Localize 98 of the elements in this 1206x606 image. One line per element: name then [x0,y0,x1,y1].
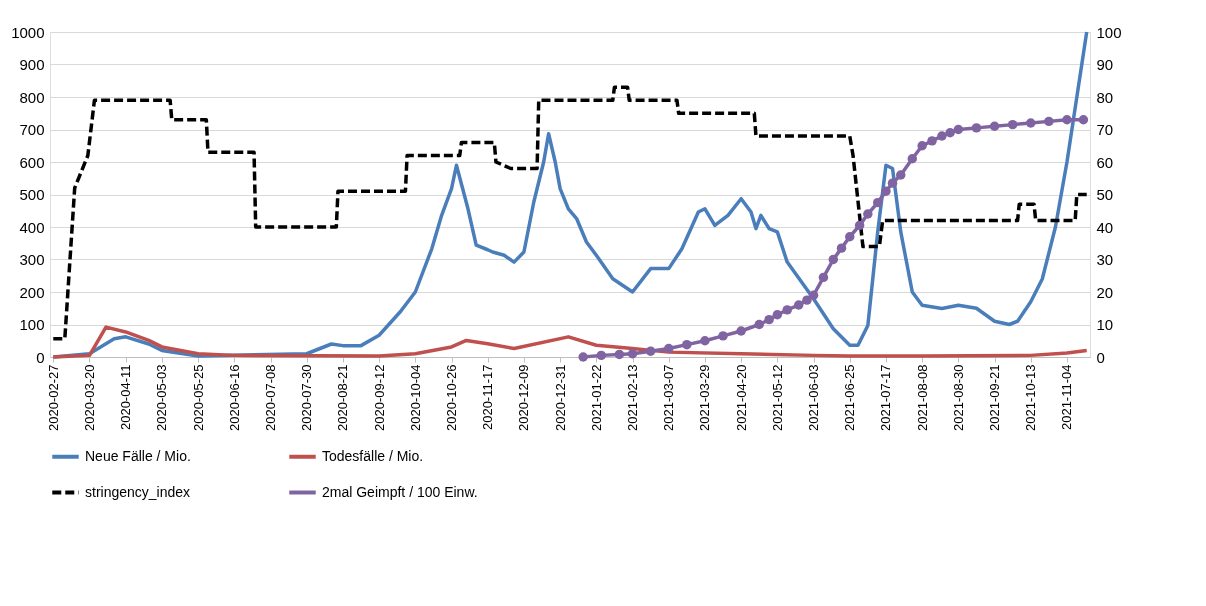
point [845,232,855,242]
point [989,121,1000,131]
y-tick-label: 100 [19,316,45,333]
point [682,339,692,350]
point [1062,115,1072,125]
x-tick-label: 2021-03-29 [697,364,713,431]
point [887,178,898,188]
point [828,254,839,265]
point [818,272,829,283]
y-tick-label: 300 [19,251,45,268]
point [854,220,865,231]
y2-tick-label: 80 [1096,88,1114,106]
x-tick-label: 2021-06-03 [806,364,822,431]
y-tick-label: 200 [19,283,45,301]
point [881,186,891,196]
x-tick-label: 2021-08-08 [914,364,930,431]
y2-tick-label: 40 [1096,218,1114,236]
y-tick-label: 400 [19,218,45,236]
x-tick-label: 2021-03-07 [661,364,677,431]
x-tick-label: 2021-07-17 [878,364,894,431]
point [907,154,918,164]
x-tick-label: 2020-10-26 [444,364,460,431]
point [971,123,982,133]
point [663,343,674,354]
point [937,131,947,141]
point [945,128,955,138]
point [782,305,792,315]
x-tick-label: 2021-05-12 [769,364,785,431]
point [718,331,728,341]
x-tick-label: 2021-11-04 [1059,364,1075,431]
point [802,295,812,305]
x-tick-label: 2021-06-25 [842,364,858,431]
legend-label: stringency_index [85,483,191,500]
point [927,136,937,146]
point [772,310,783,320]
x-tick-label: 2021-01-22 [588,364,604,431]
legend-label: Neue Fälle / Mio. [85,447,191,464]
point [917,141,927,151]
x-tick-label: 2020-06-16 [226,364,242,431]
x-tick-label: 2020-09-12 [371,364,387,431]
point [578,352,588,362]
point [1026,118,1036,128]
point [1007,119,1018,130]
point [596,350,607,361]
x-tick-label: 2021-02-13 [625,364,641,431]
y-tick-label: 500 [19,186,45,203]
point [1078,115,1089,125]
point [836,243,847,253]
point [863,209,873,219]
point [614,349,625,360]
x-tick-label: 2021-04-20 [733,364,749,431]
line-series [51,85,1089,341]
y-tick-label: 700 [19,121,45,138]
point [793,300,804,310]
x-tick-label: 2021-08-30 [950,364,966,431]
point [764,314,774,325]
y2-tick-label: 20 [1096,283,1114,301]
y2-tick-label: 100 [1096,23,1122,41]
y2-tick-label: 60 [1096,153,1114,171]
y-tick-label: 900 [19,56,45,73]
x-tick-label: 2020-07-08 [263,364,279,431]
y2-tick-label: 50 [1096,186,1114,203]
point [953,124,964,135]
legend-label: Todesfälle / Mio. [322,447,424,464]
y2-tick-label: 30 [1096,251,1114,268]
x-tick-label: 2021-10-13 [1023,364,1039,431]
x-tick-label: 2020-10-04 [407,364,423,431]
line-series [51,325,1089,359]
point [1044,116,1054,127]
x-tick-label: 2020-02-27 [45,364,61,431]
x-tick-label: 2021-09-21 [987,364,1003,431]
x-tick-label: 2020-07-30 [299,364,315,431]
line-series [51,30,1089,359]
legend-label: 2mal Geimpft / 100 Einw. [322,483,478,500]
y2-tick-label: 70 [1096,121,1114,138]
y-tick-label: 1000 [11,23,45,41]
y-tick-label: 800 [19,88,45,106]
x-tick-label: 2020-05-25 [190,364,206,431]
y2-tick-label: 10 [1096,316,1114,333]
point [645,346,656,356]
point [896,170,906,180]
x-tick-label: 2020-11-17 [480,364,496,431]
point [872,197,883,208]
point [736,326,746,336]
point [754,319,764,330]
y-tick-label: 0 [36,348,45,366]
x-tick-label: 2020-08-21 [335,364,351,431]
y2-tick-label: 0 [1096,348,1105,366]
x-tick-label: 2020-04-11 [118,364,134,431]
x-tick-label: 2020-03-20 [81,364,97,431]
y-tick-label: 600 [19,153,45,171]
x-tick-label: 2020-12-09 [516,364,532,431]
point [808,290,819,300]
x-tick-label: 2020-12-31 [552,364,568,431]
y2-tick-label: 90 [1096,56,1114,73]
x-tick-label: 2020-05-03 [154,364,170,431]
point [700,336,710,346]
point [627,349,638,359]
